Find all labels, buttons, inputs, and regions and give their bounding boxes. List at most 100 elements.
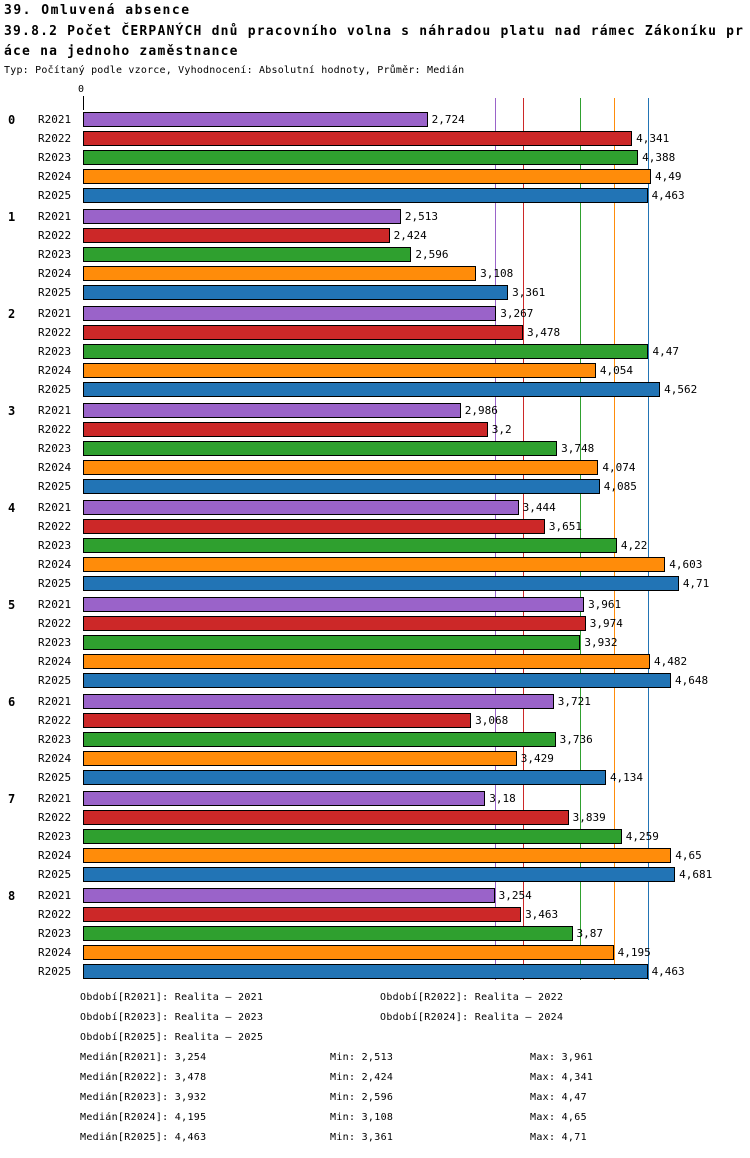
bar-area: 3,267 [83,306,750,321]
category-label: 1 [8,209,16,224]
series-label: R2024 [38,849,72,862]
plot-area: 0 R2021 2,724 R2022 4,341 R2023 4,388 R2024 4,49… [0,98,750,992]
bar [83,907,522,922]
bar [83,557,666,572]
bar-row: R2022 3,974 [0,614,750,633]
bar [83,616,586,631]
bar-area: 3,361 [83,285,750,300]
bar-group: 3 R2021 2,986 R2022 3,2 R2023 3,748 R2024 4,074 R… [0,401,750,496]
bar-row: R2025 4,681 [0,865,750,884]
bar-group: 1 R2021 2,513 R2022 2,424 R2023 2,596 R2024 3,10… [0,207,750,302]
series-label: R2022 [38,617,72,630]
bar [83,441,558,456]
bar-area: 3,463 [83,907,750,922]
bar-row: R2023 3,932 [0,633,750,652]
bar-row: R2025 4,71 [0,574,750,593]
series-label: R2021 [38,113,72,126]
legend-item: Období[R2022]: Realita – 2022 [380,992,564,1003]
bar-area: 4,259 [83,829,750,844]
category-label: 2 [8,306,16,321]
bar-row: R2025 4,134 [0,768,750,787]
bar [83,694,554,709]
chart-subtitle: 39.8.2 Počet ČERPANÝCH dnů pracovního vo… [4,24,745,59]
stat-max: Max: 4,71 [530,1132,587,1143]
bar [83,131,633,146]
bar-area: 3,839 [83,810,750,825]
bar-area: 3,478 [83,325,750,340]
bar-row: R2022 4,341 [0,129,750,148]
bar [83,209,401,224]
bar-area: 3,87 [83,926,750,941]
bar [83,150,639,165]
bar-group: 2 R2021 3,267 R2022 3,478 R2023 4,47 R2024 4,054… [0,304,750,399]
series-label: R2023 [38,830,72,843]
bar-group: 0 R2021 2,724 R2022 4,341 R2023 4,388 R2024 4,49… [0,110,750,205]
bar-row: 4 R2021 3,444 [0,498,750,517]
value-label: 4,074 [602,461,636,474]
series-label: R2023 [38,636,72,649]
bar-group: 7 R2021 3,18 R2022 3,839 R2023 4,259 R2024 4,65 R… [0,789,750,884]
stat-min: Min: 2,424 [330,1072,394,1083]
bar-area: 4,388 [83,150,750,165]
category-label: 3 [8,403,16,418]
bar-row: R2024 4,603 [0,555,750,574]
bar [83,228,390,243]
bar-row: 3 R2021 2,986 [0,401,750,420]
bar-row: 6 R2021 3,721 [0,692,750,711]
bar-row: R2024 4,65 [0,846,750,865]
bar-row: R2023 2,596 [0,245,750,264]
bar-groups: 0 R2021 2,724 R2022 4,341 R2023 4,388 R2024 4,49… [0,110,750,981]
value-label: 3,267 [500,307,534,320]
stat-max: Max: 4,47 [530,1092,587,1103]
series-label: R2021 [38,404,72,417]
bar-area: 4,71 [83,576,750,591]
axis-origin-tick [83,96,84,110]
bar [83,422,488,437]
series-label: R2022 [38,229,72,242]
bar [83,538,617,553]
series-label: R2021 [38,889,72,902]
bar-row: 5 R2021 3,961 [0,595,750,614]
stat-max: Max: 4,341 [530,1072,594,1083]
bar-area: 3,18 [83,791,750,806]
series-label: R2023 [38,248,72,261]
bar-area: 2,424 [83,228,750,243]
value-label: 3,463 [525,908,559,921]
value-label: 2,513 [404,210,439,223]
series-label: R2025 [38,868,72,881]
bar-area: 3,429 [83,751,750,766]
bar-area: 3,721 [83,694,750,709]
bar-area: 4,65 [83,848,750,863]
stat-median: Medián[R2022]: 3,478 [80,1072,207,1083]
bar [83,673,671,688]
bar-area: 4,562 [83,382,750,397]
bar [83,635,581,650]
stat-median: Medián[R2023]: 3,932 [80,1092,207,1103]
value-label: 2,596 [415,248,449,261]
value-label: 2,424 [393,229,427,242]
bar-row: R2024 4,482 [0,652,750,671]
bar-row: R2024 3,108 [0,264,750,283]
bar-area: 3,932 [83,635,750,650]
series-label: R2024 [38,946,72,959]
bar-row: R2023 4,47 [0,342,750,361]
bar [83,770,606,785]
series-label: R2022 [38,326,72,339]
bar [83,597,585,612]
value-label: 4,562 [664,383,698,396]
value-label: 4,482 [653,655,688,668]
value-label: 3,839 [572,811,606,824]
legend-item: Období[R2023]: Realita – 2023 [80,1012,264,1023]
category-label: 7 [8,791,16,806]
bar [83,810,569,825]
value-label: 3,444 [522,501,556,514]
stat-median: Medián[R2024]: 4,195 [80,1112,207,1123]
bar-row: 8 R2021 3,254 [0,886,750,905]
series-label: R2025 [38,480,72,493]
stat-min: Min: 2,513 [330,1052,394,1063]
bar-row: R2023 3,748 [0,439,750,458]
value-label: 3,108 [480,267,514,280]
series-label: R2023 [38,345,72,358]
bar-area: 3,651 [83,519,750,534]
value-label: 3,87 [576,927,604,940]
